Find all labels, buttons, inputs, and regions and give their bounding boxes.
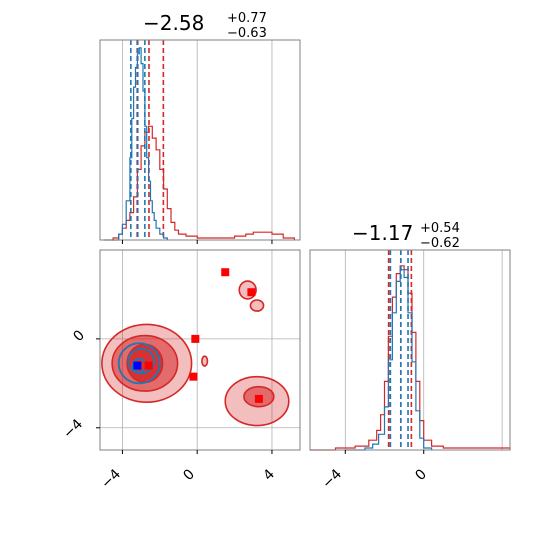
x-ticks-bottom-left: −4 0 4 <box>98 466 278 492</box>
title-minus: −0.62 <box>420 236 460 251</box>
blue-point-marker <box>133 361 142 370</box>
panel-bottom-left-contour <box>96 249 301 454</box>
panel-frame <box>309 249 511 451</box>
panel-top-left-histogram <box>99 39 301 244</box>
y-tick-label: 0 <box>70 327 88 345</box>
x-tick-label: 0 <box>412 466 430 484</box>
red-point-marker <box>254 394 263 403</box>
red-point-marker <box>191 334 200 343</box>
x-tick-label: 4 <box>260 466 278 484</box>
title-minus: −0.63 <box>227 26 267 41</box>
title-plus: +0.54 <box>420 221 460 236</box>
red-contour <box>201 355 209 367</box>
red-point-marker <box>144 361 153 370</box>
blue-contour <box>117 342 161 385</box>
y-tick-label: −4 <box>60 416 86 442</box>
x-tick-label: −4 <box>319 466 345 492</box>
x-ticks-bottom-right: −4 0 <box>319 466 430 492</box>
x-tick-label: 0 <box>180 466 198 484</box>
title-value: −1.17 <box>352 221 413 245</box>
panel-frame <box>99 39 301 241</box>
histogram-step-red <box>310 265 511 451</box>
y-ticks-bottom-left: 0 −4 <box>60 327 88 442</box>
histogram-step-blue <box>345 269 433 451</box>
title-top-left: −2.58 +0.77 −0.63 <box>143 11 267 41</box>
panel-bottom-right-histogram <box>309 249 511 454</box>
histogram-step-blue <box>111 47 168 241</box>
panel-frame <box>99 249 301 451</box>
red-contour <box>249 299 265 312</box>
title-value: −2.58 <box>143 11 204 35</box>
blue-contour <box>127 347 156 375</box>
red-point-marker <box>247 288 256 297</box>
title-bottom-right: −1.17 +0.54 −0.62 <box>352 221 460 251</box>
x-tick-label: −4 <box>98 466 124 492</box>
title-plus: +0.77 <box>227 11 267 26</box>
red-point-marker <box>189 372 198 381</box>
red-point-marker <box>221 268 230 277</box>
